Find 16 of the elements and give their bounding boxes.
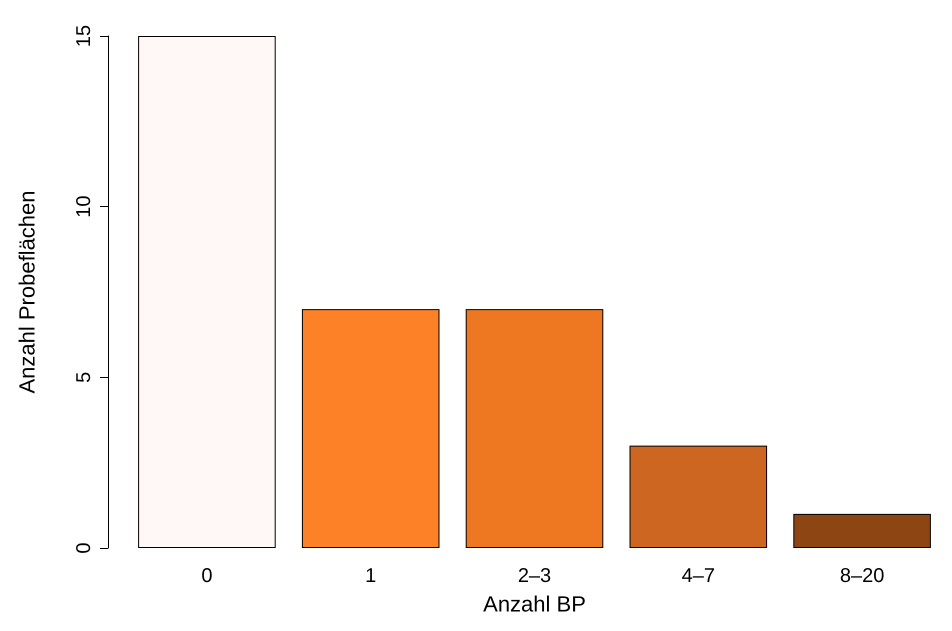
x-tick-label: 8–20 xyxy=(840,565,884,587)
y-tick-label: 0 xyxy=(73,542,95,554)
x-tick-label: 0 xyxy=(201,565,212,587)
x-axis-title: Anzahl BP xyxy=(483,592,586,616)
x-tick-label: 1 xyxy=(365,565,376,587)
y-axis-title: Anzahl Probeflächen xyxy=(14,190,40,394)
bar xyxy=(302,309,440,548)
bar xyxy=(466,309,604,548)
x-tick-label: 2–3 xyxy=(518,565,552,587)
bar xyxy=(793,514,931,548)
y-tick-label: 10 xyxy=(73,196,95,218)
x-tick-label: 4–7 xyxy=(682,565,715,587)
y-tick-label: 15 xyxy=(73,24,95,48)
y-tick-label: 5 xyxy=(73,372,95,383)
bar xyxy=(630,446,768,548)
bar xyxy=(138,36,276,548)
